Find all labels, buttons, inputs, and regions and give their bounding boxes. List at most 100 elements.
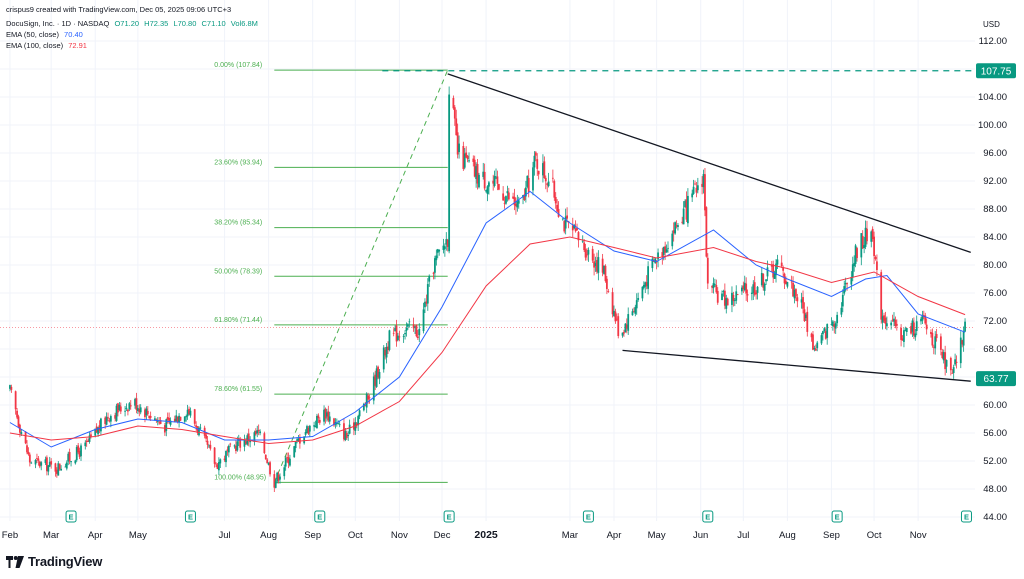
candle-body xyxy=(233,445,236,447)
symbol-legend[interactable]: DocuSign, Inc. · 1D · NASDAQ O71.20 H72.… xyxy=(6,19,261,28)
candle-body xyxy=(48,461,51,467)
candle-body xyxy=(850,276,853,285)
candle-body xyxy=(213,447,216,464)
candle-body xyxy=(750,292,753,295)
candle-body xyxy=(792,282,794,297)
candle-body xyxy=(513,196,516,206)
candle-body xyxy=(294,441,297,449)
price-badge xyxy=(976,63,1016,79)
candle-body xyxy=(924,315,927,324)
candle-body xyxy=(755,292,758,295)
candle-body xyxy=(573,224,576,229)
candle-body xyxy=(17,416,20,427)
candle-body xyxy=(773,272,776,279)
candle-body xyxy=(564,216,567,229)
candle-body xyxy=(912,322,915,336)
candle-body xyxy=(596,259,598,272)
candle-body xyxy=(657,252,659,260)
price-tick-label: 92.00 xyxy=(983,176,1007,187)
candle-body xyxy=(765,279,767,282)
candle-body xyxy=(836,314,839,324)
candle-body xyxy=(635,300,638,309)
candle-body xyxy=(753,282,756,295)
price-badge-label: 63.77 xyxy=(983,374,1008,385)
candle-body xyxy=(453,107,456,119)
time-axis[interactable]: Feb Mar Apr May Jul Aug Sep Oct Nov Dec 2025 Mar Apr… xyxy=(2,529,927,541)
candle-body xyxy=(124,410,126,412)
candle-body xyxy=(365,393,368,408)
candle-body xyxy=(783,273,786,284)
candle-body xyxy=(594,263,597,266)
candle-body xyxy=(28,454,31,463)
candle-body xyxy=(434,258,436,273)
ema100-legend[interactable]: EMA (100, close) 72.91 xyxy=(6,41,90,50)
price-tick-label: 100.00 xyxy=(978,120,1007,131)
candle-body xyxy=(905,328,908,332)
candle-body xyxy=(314,425,317,428)
candle-body xyxy=(486,186,489,194)
candle-body xyxy=(367,395,370,400)
ema50-label: EMA (50, close) xyxy=(6,30,59,39)
ema50-legend[interactable]: EMA (50, close) 70.40 xyxy=(6,30,86,39)
candle-body xyxy=(571,225,574,231)
candle-body xyxy=(802,297,804,309)
earnings-icon xyxy=(831,510,843,523)
candle-body xyxy=(930,332,932,334)
candle-body xyxy=(762,273,765,288)
candle-body xyxy=(395,325,398,342)
earnings-icon xyxy=(65,510,77,523)
ema-lines xyxy=(9,190,966,448)
tradingview-logo[interactable]: TradingView xyxy=(6,554,102,569)
candle-body xyxy=(392,332,395,334)
candle-body xyxy=(786,282,789,287)
candle-body xyxy=(129,405,132,407)
price-axis[interactable]: 44.0048.0052.0056.0060.0064.0068.0072.00… xyxy=(978,36,1007,523)
candle-body xyxy=(745,283,748,294)
candle-body xyxy=(446,239,449,247)
candle-body xyxy=(249,440,252,443)
price-tick-label: 80.00 xyxy=(983,260,1007,271)
candle-body xyxy=(603,265,605,275)
candle-body xyxy=(795,289,797,297)
candle-body xyxy=(257,429,260,432)
candle-body xyxy=(219,459,222,464)
candle-body xyxy=(760,272,763,286)
candle-body xyxy=(934,336,937,349)
candle-body xyxy=(895,323,898,326)
candle-body xyxy=(277,474,280,481)
candle-body xyxy=(874,257,877,259)
candle-body xyxy=(397,335,399,341)
candle-body xyxy=(725,298,728,309)
candle-body xyxy=(959,337,962,364)
candle-body xyxy=(36,458,38,460)
candle-body xyxy=(813,348,816,350)
candle-body xyxy=(74,460,77,464)
candle-body xyxy=(178,415,180,423)
candle-body xyxy=(472,158,475,162)
candle-body xyxy=(244,441,247,444)
candle-body xyxy=(911,320,914,332)
time-tick-label: Apr xyxy=(88,530,103,541)
price-tick-label: 52.00 xyxy=(983,456,1007,467)
candle-body xyxy=(105,416,108,425)
candle-body xyxy=(163,425,166,433)
candle-body xyxy=(834,323,837,329)
candle-body xyxy=(914,333,917,338)
time-tick-label: Jul xyxy=(737,530,749,541)
candle-body xyxy=(870,231,873,242)
candle-body xyxy=(229,443,232,445)
candle-body xyxy=(384,349,387,356)
candle-body xyxy=(752,284,755,294)
candle-body xyxy=(266,459,269,464)
candle-body xyxy=(853,262,856,267)
candle-body xyxy=(98,425,101,431)
candle-body xyxy=(952,367,955,374)
candle-body xyxy=(627,314,630,331)
candle-body xyxy=(27,451,30,455)
candle-body xyxy=(702,174,705,188)
fib-level-label: 100.00% (48.95) xyxy=(214,474,266,481)
candle-body xyxy=(736,294,739,296)
candle-body xyxy=(523,194,526,200)
candle-body xyxy=(722,291,725,292)
